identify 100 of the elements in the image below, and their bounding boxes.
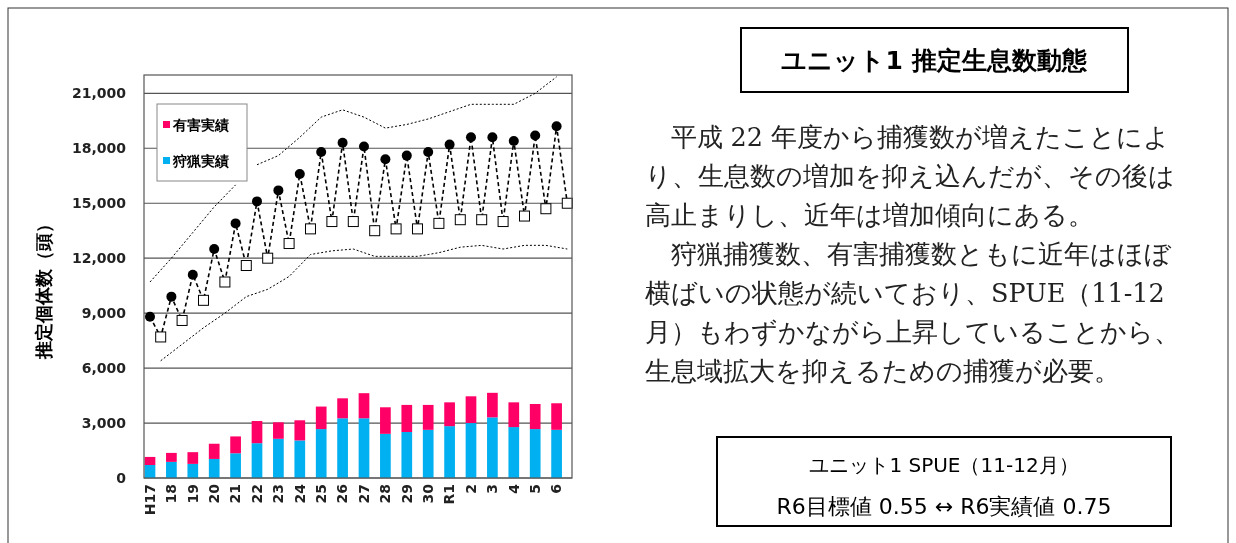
bar [315,406,327,430]
bar [273,422,284,439]
legend-label: 狩猟実績 [172,152,229,169]
point [487,132,498,143]
bar [465,423,477,478]
bar [487,417,498,478]
point [262,252,274,264]
line-series [160,244,568,362]
point [369,225,381,237]
bar [401,404,413,433]
bar [230,453,241,478]
point [444,139,455,150]
text: 狩猟捕獲数、有害捕獲数ともに近年はほぼ横ばいの状態が続いており、SPUE（11-12 月）もわずかながら上昇していることから、生息域拡大を抑えるための捕獲が必要。 [645,238,1181,388]
x-tick-label: 20 [206,483,223,504]
y-tick-label: 12,000 [71,250,127,267]
point [380,154,391,165]
point [476,214,488,226]
bar [380,407,391,434]
bar [444,426,455,478]
bar [251,443,263,478]
bar [294,420,306,441]
bar [508,427,520,478]
point [316,146,327,157]
point [273,185,284,196]
y-tick-label: 18,000 [71,140,127,157]
y-tick-label: 6,000 [81,359,127,376]
point [294,168,305,179]
point [390,223,402,235]
y-tick-label: 0 [116,469,127,486]
x-tick-label: 29 [398,484,415,504]
point [251,196,262,207]
point [219,276,231,288]
y-tick-label: 9,000 [81,305,127,322]
bar [529,404,541,430]
point [240,260,252,272]
point [411,223,423,235]
bar [529,429,541,478]
bar [187,452,199,464]
x-tick-label: 6 [548,484,565,494]
bar [251,421,263,444]
x-tick-label: 25 [313,484,330,504]
point [166,291,177,302]
y-tick-label: 21,000 [71,85,127,102]
bar [166,452,177,462]
x-tick-label: 27 [355,484,372,504]
x-tick-label: 4 [505,483,522,494]
point [401,150,412,161]
bar [144,456,156,465]
x-tick-label: 28 [377,484,394,504]
point [508,135,519,146]
point [197,294,209,306]
text: ユニット1 推定生息数動態 [781,45,1088,75]
bar [422,429,434,478]
x-tick-label: H17 [141,484,158,516]
point [176,314,188,326]
text: ユニット1 SPUE（11-12月） [809,453,1079,477]
bar [358,393,370,419]
point [283,238,295,250]
bar [551,403,562,430]
point [187,269,198,280]
text: R6目標値 0.55 ↔ R6実績値 0.75 [776,493,1112,519]
point [497,216,509,228]
x-tick-label: 2 [462,484,479,494]
x-tick-label: R1 [441,484,458,505]
point [433,217,445,229]
text: 平成 22 年度から捕獲数が増えたことにより、生息数の増加を抑え込んだが、その後は高止まりし、近年は増加傾向にある。 [645,121,1176,232]
x-tick-label: 18 [163,484,180,504]
point [347,216,359,228]
bar [380,433,391,478]
bar [294,440,306,478]
legend-label: 有害実績 [172,116,229,133]
bar [401,432,413,478]
bar [273,438,284,478]
bar [508,402,520,428]
bar [337,418,348,478]
point [326,216,338,228]
x-tick-label: 22 [248,484,265,504]
bar [422,404,434,430]
bar [187,463,199,478]
point [423,146,434,157]
point [454,214,466,226]
bar [487,392,498,418]
x-tick-label: 3 [484,484,501,494]
x-tick-label: 23 [270,484,287,504]
point [465,132,476,143]
point [518,210,530,222]
bar [551,429,562,478]
y-tick-label: 3,000 [81,414,127,431]
bar [358,418,370,478]
bar [208,443,220,459]
y-tick-label: 15,000 [71,195,127,212]
bar [208,458,220,478]
bar [315,429,327,478]
point [230,218,241,229]
x-tick-label: 30 [420,483,437,504]
x-tick-label: 21 [227,484,244,504]
point [144,311,155,322]
point [540,203,552,215]
bar [230,436,241,454]
point [530,130,541,141]
